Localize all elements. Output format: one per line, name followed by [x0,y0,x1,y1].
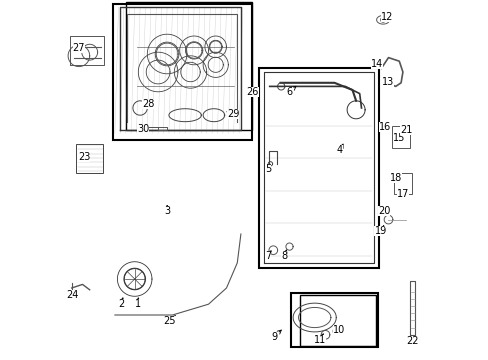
Text: 27: 27 [73,42,85,53]
Text: 12: 12 [380,12,392,22]
Text: 11: 11 [313,334,325,345]
Text: 16: 16 [378,122,390,132]
Text: 17: 17 [396,189,408,199]
Text: 13: 13 [381,77,393,87]
Text: 3: 3 [163,206,170,216]
Bar [291,293,377,347]
Text: 8: 8 [281,250,286,261]
Text: 26: 26 [246,87,258,97]
Bar [391,126,409,148]
Text: 25: 25 [163,316,176,326]
Bar [300,295,375,346]
Bar [393,173,411,194]
Text: 18: 18 [389,173,401,183]
Bar [113,4,251,140]
Text: 14: 14 [370,59,382,69]
Text: 4: 4 [336,144,343,156]
Text: 15: 15 [392,132,405,143]
Text: 24: 24 [66,290,79,300]
Bar [125,2,251,130]
Bar [258,68,379,268]
Text: 30: 30 [137,124,149,134]
Text: 7: 7 [264,251,270,261]
Text: 21: 21 [400,125,412,135]
Text: 10: 10 [332,325,344,336]
Text: 2: 2 [118,298,124,309]
Text: 20: 20 [377,206,389,216]
Text: 19: 19 [374,226,386,236]
Bar [76,144,103,173]
Text: 22: 22 [406,336,418,346]
Text: 1: 1 [135,298,141,309]
Text: 23: 23 [78,152,90,162]
Text: 5: 5 [264,164,270,174]
Text: 28: 28 [142,99,154,109]
Text: 6: 6 [286,86,295,97]
Text: 29: 29 [226,109,239,120]
Text: 9: 9 [270,330,281,342]
